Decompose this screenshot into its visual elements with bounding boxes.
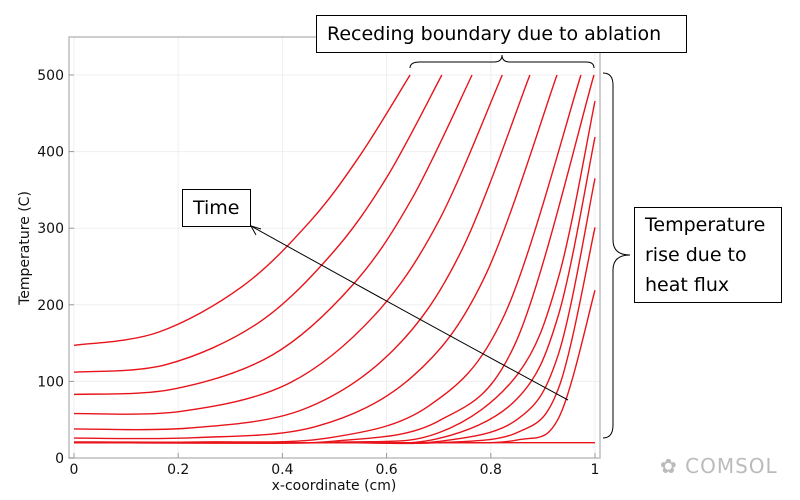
series-line-t2 [73, 74, 443, 373]
series-line-t6 [73, 74, 558, 440]
series-line-t11 [73, 178, 596, 445]
time-annotation: Time [182, 189, 251, 227]
x-tick-label: 0.2 [167, 462, 189, 478]
series-line-t3 [73, 74, 473, 396]
arrow-head-icon [249, 225, 262, 236]
y-tick-label: 200 [37, 298, 64, 314]
y-tick-label: 400 [37, 145, 64, 161]
wechat-icon: ✿ [660, 454, 686, 478]
comsol-watermark: ✿ COMSOL [660, 454, 778, 478]
series-line-t5 [73, 74, 531, 431]
series-line-t1 [73, 74, 411, 347]
x-tick-label: 1 [591, 462, 600, 478]
x-tick-label: 0.8 [480, 462, 502, 478]
watermark-text: COMSOL [685, 454, 778, 478]
y-tick-label: 300 [37, 221, 64, 237]
y-tick-label: 100 [37, 374, 64, 390]
x-tick-label: 0.4 [271, 462, 293, 478]
receding-boundary-annotation: Receding boundary due to ablation [316, 15, 687, 53]
temp-rise-line-1: Temperature [645, 214, 766, 236]
y-axis-label: Temperature (C) [17, 191, 33, 306]
temp-rise-line-3: heat flux [645, 274, 730, 296]
x-tick-label: 0 [70, 462, 79, 478]
temperature-rise-annotation: Temperature rise due to heat flux [634, 207, 782, 303]
time-arrow [250, 225, 569, 401]
right-brace [602, 72, 631, 439]
series-line-t10 [73, 136, 596, 444]
x-tick-label: 0.6 [375, 462, 397, 478]
series-line-t12 [74, 227, 596, 445]
series-lines [73, 74, 596, 445]
series-line-t4 [73, 74, 503, 415]
tick-labels: 0 0.2 0.4 0.6 0.8 1 0 100 200 300 400 500 [37, 68, 599, 478]
series-line-t8 [73, 74, 595, 444]
x-axis-label: x-coordinate (cm) [272, 478, 397, 494]
y-tick-label: 0 [55, 451, 64, 467]
y-tick-label: 500 [37, 68, 64, 84]
temp-rise-line-2: rise due to [645, 244, 747, 266]
top-brace [409, 54, 595, 69]
